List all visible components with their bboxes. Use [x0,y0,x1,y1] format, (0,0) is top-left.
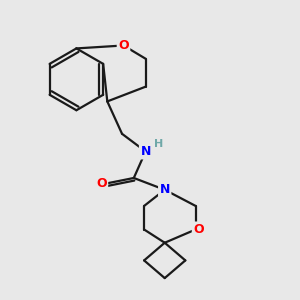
Text: N: N [160,183,170,196]
Text: O: O [193,223,204,236]
Text: N: N [140,145,151,158]
Text: O: O [96,177,107,190]
Text: O: O [118,39,129,52]
Text: H: H [154,139,164,149]
